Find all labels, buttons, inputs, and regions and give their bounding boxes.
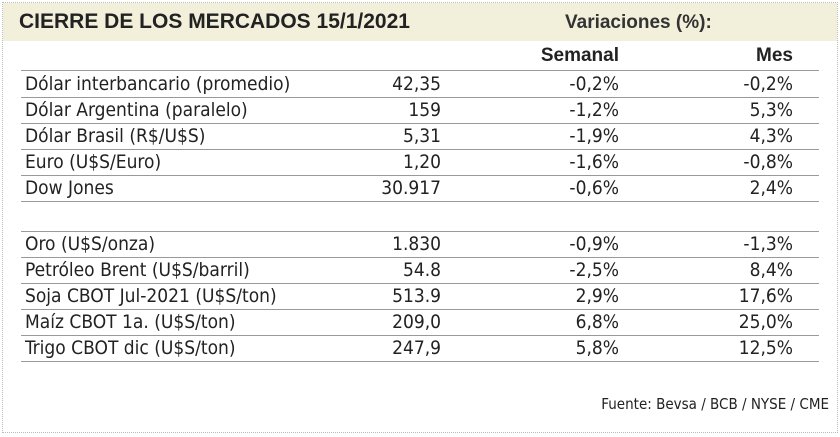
rule <box>21 231 819 232</box>
value-cell: -1,9% <box>569 125 619 147</box>
rule <box>21 70 819 71</box>
value-cell: 42,35 <box>392 73 441 95</box>
row-label: Dólar Brasil (R$/U$S) <box>25 125 206 147</box>
value-cell: 159 <box>408 99 441 121</box>
value-cell: -1,2% <box>569 99 619 121</box>
header-band <box>3 3 837 41</box>
rule <box>21 361 819 362</box>
value-cell: 2,4% <box>749 177 793 199</box>
value-cell: -2,5% <box>569 259 619 281</box>
value-cell: -0,9% <box>569 233 619 255</box>
value-cell: 12,5% <box>738 337 793 359</box>
rule <box>21 123 819 124</box>
rule <box>21 201 819 202</box>
value-cell: -0,6% <box>569 177 619 199</box>
row-label: Petróleo Brent (U$S/barril) <box>25 259 250 281</box>
value-cell: 5,8% <box>575 337 619 359</box>
rule <box>21 309 819 310</box>
row-label: Oro (U$S/onza) <box>25 233 156 255</box>
value-cell: 25,0% <box>738 311 793 333</box>
value-cell: -0,2% <box>569 73 619 95</box>
source: Fuente: Bevsa / BCB / NYSE / CME <box>601 395 829 413</box>
value-cell: 5,3% <box>749 99 793 121</box>
row-label: Soja CBOT Jul-2021 (U$S/ton) <box>25 285 277 307</box>
row-label: Dólar Argentina (paralelo) <box>25 99 248 121</box>
rule <box>21 149 819 150</box>
value-cell: -1,3% <box>743 233 793 255</box>
value-cell: -0,2% <box>743 73 793 95</box>
column-header: Mes <box>756 45 793 66</box>
rule <box>21 335 819 336</box>
value-cell: 513.9 <box>392 285 441 307</box>
value-cell: 5,31 <box>402 125 441 147</box>
row-label: Euro (U$S/Euro) <box>25 151 162 173</box>
row-label: Trigo CBOT dic (U$S/ton) <box>25 337 236 359</box>
value-cell: 30.917 <box>381 177 441 199</box>
value-cell: 2,9% <box>575 285 619 307</box>
value-cell: -0,8% <box>743 151 793 173</box>
value-cell: -1,6% <box>569 151 619 173</box>
value-cell: 209,0 <box>392 311 441 333</box>
value-cell: 54.8 <box>402 259 441 281</box>
row-label: Dólar interbancario (promedio) <box>25 73 291 95</box>
column-header: Semanal <box>540 45 619 66</box>
row-label: Dow Jones <box>25 177 114 199</box>
rule <box>21 257 819 258</box>
value-cell: 17,6% <box>738 285 793 307</box>
subtitle: Variaciones (%): <box>565 12 712 33</box>
value-cell: 6,8% <box>575 311 619 333</box>
rule <box>21 175 819 176</box>
value-cell: 1,20 <box>402 151 441 173</box>
value-cell: 4,3% <box>749 125 793 147</box>
value-cell: 8,4% <box>749 259 793 281</box>
rule <box>21 283 819 284</box>
title: CIERRE DE LOS MERCADOS 15/1/2021 <box>19 10 410 33</box>
rule <box>21 97 819 98</box>
row-label: Maíz CBOT 1a. (U$S/ton) <box>25 311 236 333</box>
value-cell: 247,9 <box>392 337 441 359</box>
value-cell: 1.830 <box>392 233 441 255</box>
